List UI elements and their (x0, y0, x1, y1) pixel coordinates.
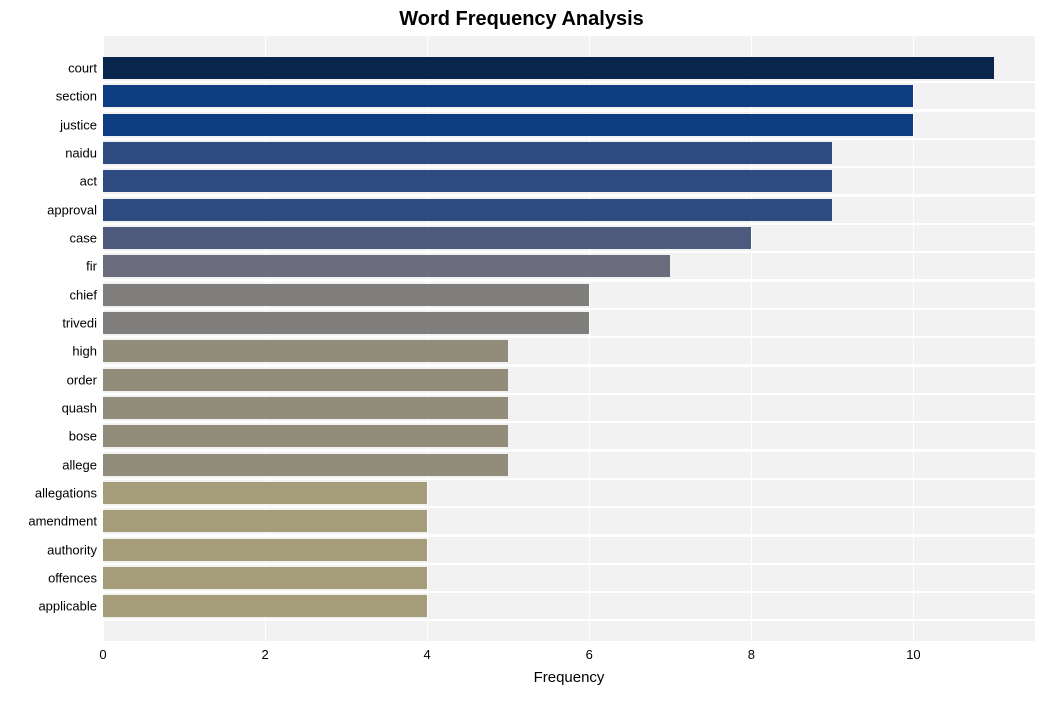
bar (103, 482, 427, 504)
bar (103, 312, 589, 334)
grid-line (913, 36, 914, 641)
bar (103, 397, 508, 419)
x-tick-label: 0 (99, 647, 106, 662)
y-tick-label: order (67, 372, 97, 387)
x-tick-label: 8 (748, 647, 755, 662)
bar (103, 454, 508, 476)
bar (103, 85, 913, 107)
x-axis-title: Frequency (103, 669, 1035, 686)
y-tick-label: approval (47, 202, 97, 217)
bar (103, 369, 508, 391)
y-tick-label: bose (69, 429, 97, 444)
bar (103, 284, 589, 306)
y-tick-label: high (72, 344, 97, 359)
bar (103, 567, 427, 589)
grid-band (103, 36, 1035, 55)
plot-area (103, 36, 1035, 641)
bar (103, 114, 913, 136)
bar (103, 199, 832, 221)
y-tick-label: case (70, 230, 97, 245)
bar (103, 255, 670, 277)
grid-band (103, 621, 1035, 641)
y-tick-label: fir (86, 259, 97, 274)
y-tick-label: chief (70, 287, 97, 302)
y-tick-label: act (80, 174, 97, 189)
y-tick-label: offences (48, 570, 97, 585)
x-tick-label: 6 (586, 647, 593, 662)
y-tick-label: authority (47, 542, 97, 557)
y-tick-label: applicable (38, 599, 97, 614)
x-tick-label: 2 (261, 647, 268, 662)
y-tick-label: court (68, 61, 97, 76)
bar (103, 425, 508, 447)
chart-container: Word Frequency Analysis court section just… (0, 0, 1043, 701)
bar (103, 510, 427, 532)
y-tick-label: amendment (28, 514, 97, 529)
bar (103, 142, 832, 164)
bar (103, 57, 994, 79)
y-tick-label: quash (62, 400, 97, 415)
chart-title: Word Frequency Analysis (0, 8, 1043, 31)
y-tick-label: naidu (65, 145, 97, 160)
bar (103, 227, 751, 249)
x-tick-label: 10 (906, 647, 920, 662)
bar (103, 595, 427, 617)
y-tick-label: trivedi (62, 315, 97, 330)
bar (103, 170, 832, 192)
x-tick-label: 4 (424, 647, 431, 662)
bar (103, 340, 508, 362)
y-tick-label: section (56, 89, 97, 104)
y-tick-label: allege (62, 457, 97, 472)
bar (103, 539, 427, 561)
y-tick-label: allegations (35, 485, 97, 500)
y-tick-label: justice (60, 117, 97, 132)
